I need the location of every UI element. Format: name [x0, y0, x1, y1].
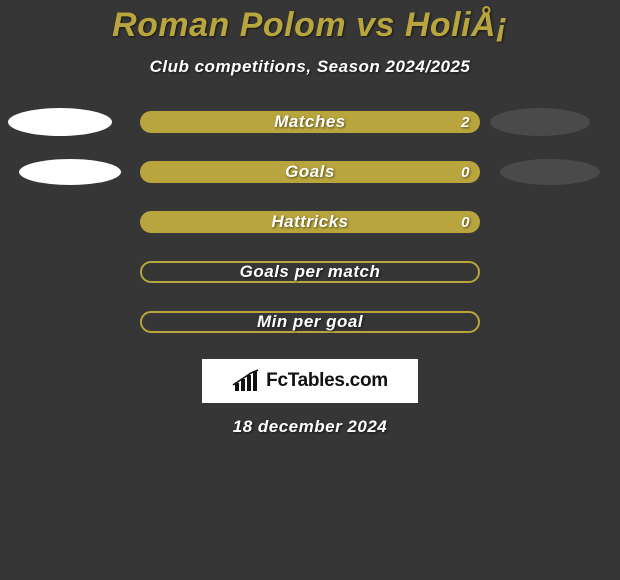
stat-label: Goals	[140, 161, 480, 183]
stat-row: Matches2	[0, 111, 620, 137]
stat-bar: Goals per match	[140, 261, 480, 283]
stat-bar: Hattricks0	[140, 211, 480, 233]
fctables-logo: FcTables.com	[202, 359, 418, 403]
comparison-subtitle: Club competitions, Season 2024/2025	[0, 57, 620, 77]
stat-value: 0	[461, 211, 470, 233]
stat-label: Min per goal	[140, 311, 480, 333]
stat-value: 0	[461, 161, 470, 183]
stat-bar: Min per goal	[140, 311, 480, 333]
left-marker-ellipse	[8, 108, 112, 136]
right-marker-ellipse	[500, 159, 600, 185]
stat-label: Hattricks	[140, 211, 480, 233]
stat-bar: Matches2	[140, 111, 480, 133]
stat-value: 2	[461, 111, 470, 133]
stat-rows: Matches2Goals0Hattricks0Goals per matchM…	[0, 111, 620, 337]
comparison-title: Roman Polom vs HoliÅ¡	[0, 0, 620, 45]
stat-row: Min per goal	[0, 311, 620, 337]
stat-label: Goals per match	[140, 261, 480, 283]
left-marker-ellipse	[19, 159, 121, 185]
stat-label: Matches	[140, 111, 480, 133]
bar-chart-icon	[232, 369, 260, 393]
stat-row: Goals0	[0, 161, 620, 187]
stat-bar: Goals0	[140, 161, 480, 183]
snapshot-date: 18 december 2024	[0, 417, 620, 437]
stat-row: Hattricks0	[0, 211, 620, 237]
stat-row: Goals per match	[0, 261, 620, 287]
right-marker-ellipse	[490, 108, 590, 136]
logo-text: FcTables.com	[266, 370, 388, 392]
